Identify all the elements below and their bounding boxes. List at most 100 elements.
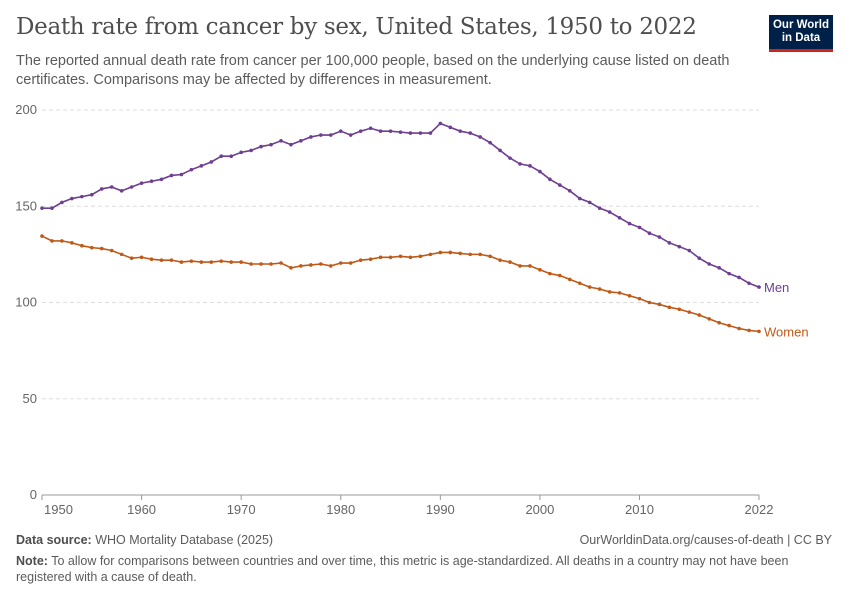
data-point (528, 264, 532, 268)
data-point (548, 177, 552, 182)
data-point (309, 135, 313, 139)
data-point (737, 275, 741, 280)
y-tick-label: 200 (15, 102, 37, 117)
data-point (528, 164, 532, 168)
data-point (249, 148, 253, 153)
logo-text: Our World in Data (772, 19, 829, 44)
data-point (169, 258, 174, 262)
y-tick-label: 50 (23, 391, 37, 406)
data-point (408, 131, 413, 135)
data-point (249, 262, 253, 266)
data-point (697, 313, 702, 317)
data-point (189, 167, 194, 172)
data-point (378, 255, 383, 260)
data-point (727, 323, 731, 328)
source-url-link[interactable]: OurWorldinData.org/causes-of-death | CC … (579, 533, 832, 547)
data-point (677, 307, 682, 312)
data-point (757, 329, 761, 334)
data-point (697, 256, 702, 261)
data-point (398, 130, 403, 134)
data-point (687, 248, 692, 253)
data-point (309, 263, 313, 267)
data-point (757, 285, 761, 289)
series-label-women: Women (764, 324, 809, 339)
owid-logo[interactable]: Our World in Data (769, 15, 833, 52)
data-point (99, 246, 104, 251)
data-point (129, 185, 134, 189)
data-point (488, 254, 492, 259)
data-point (328, 264, 333, 268)
data-point (448, 125, 453, 130)
data-point (50, 239, 54, 243)
x-tick-label: 2010 (625, 502, 654, 517)
data-point (478, 252, 482, 257)
data-point (707, 317, 712, 321)
data-point (179, 172, 184, 177)
data-point (558, 183, 562, 187)
data-point (338, 261, 343, 265)
data-point (388, 129, 393, 133)
data-point (239, 260, 243, 264)
data-point (60, 200, 64, 205)
data-point (587, 200, 592, 205)
series-line-men (42, 122, 760, 288)
x-tick-label: 1980 (326, 502, 355, 517)
data-point (80, 243, 84, 248)
data-point (179, 260, 184, 264)
data-point (538, 267, 542, 272)
data-point (597, 287, 602, 291)
data-point (89, 192, 94, 197)
data-point (259, 262, 263, 266)
y-tick-label: 150 (15, 198, 37, 213)
data-point (607, 290, 612, 294)
data-point (637, 225, 642, 230)
data-point (269, 262, 273, 266)
data-point (289, 142, 293, 147)
data-point (209, 260, 214, 264)
data-point (139, 181, 144, 185)
data-point (149, 179, 154, 184)
data-point (518, 264, 522, 268)
data-point (129, 256, 134, 261)
data-point (567, 189, 572, 193)
x-tick-label: 1950 (44, 502, 73, 517)
series-label-men: Men (764, 280, 789, 295)
data-point (289, 266, 293, 270)
note-label: Note: (16, 554, 48, 568)
data-point (737, 326, 741, 331)
data-point (677, 244, 682, 249)
data-point (458, 129, 463, 133)
data-point (468, 131, 473, 135)
data-point (199, 260, 204, 264)
y-tick-label: 100 (15, 295, 37, 310)
data-point (408, 255, 413, 260)
y-tick-label: 0 (30, 487, 37, 502)
data-point (518, 162, 522, 166)
x-tick-label: 2022 (745, 502, 774, 517)
chart-title: Death rate from cancer by sex, United St… (16, 14, 697, 40)
data-point (508, 260, 512, 264)
data-point (438, 121, 443, 126)
data-point (577, 281, 582, 286)
data-point (577, 196, 582, 201)
chart-subtitle: The reported annual death rate from canc… (16, 53, 730, 88)
data-point (617, 216, 622, 220)
data-point (418, 254, 423, 259)
data-point (747, 281, 751, 286)
data-point (368, 257, 373, 261)
data-point (40, 234, 44, 238)
data-point (348, 133, 353, 137)
data-point (89, 245, 94, 250)
data-point (378, 129, 383, 133)
source-text: WHO Mortality Database (2025) (95, 533, 274, 547)
data-point (159, 177, 164, 182)
data-point (657, 235, 662, 239)
x-tick-label: 1990 (426, 502, 455, 517)
data-point (747, 328, 751, 333)
data-point (558, 273, 562, 278)
x-tick-label: 2000 (525, 502, 554, 517)
data-point (717, 266, 721, 270)
data-point (209, 160, 214, 164)
data-point (169, 173, 174, 178)
